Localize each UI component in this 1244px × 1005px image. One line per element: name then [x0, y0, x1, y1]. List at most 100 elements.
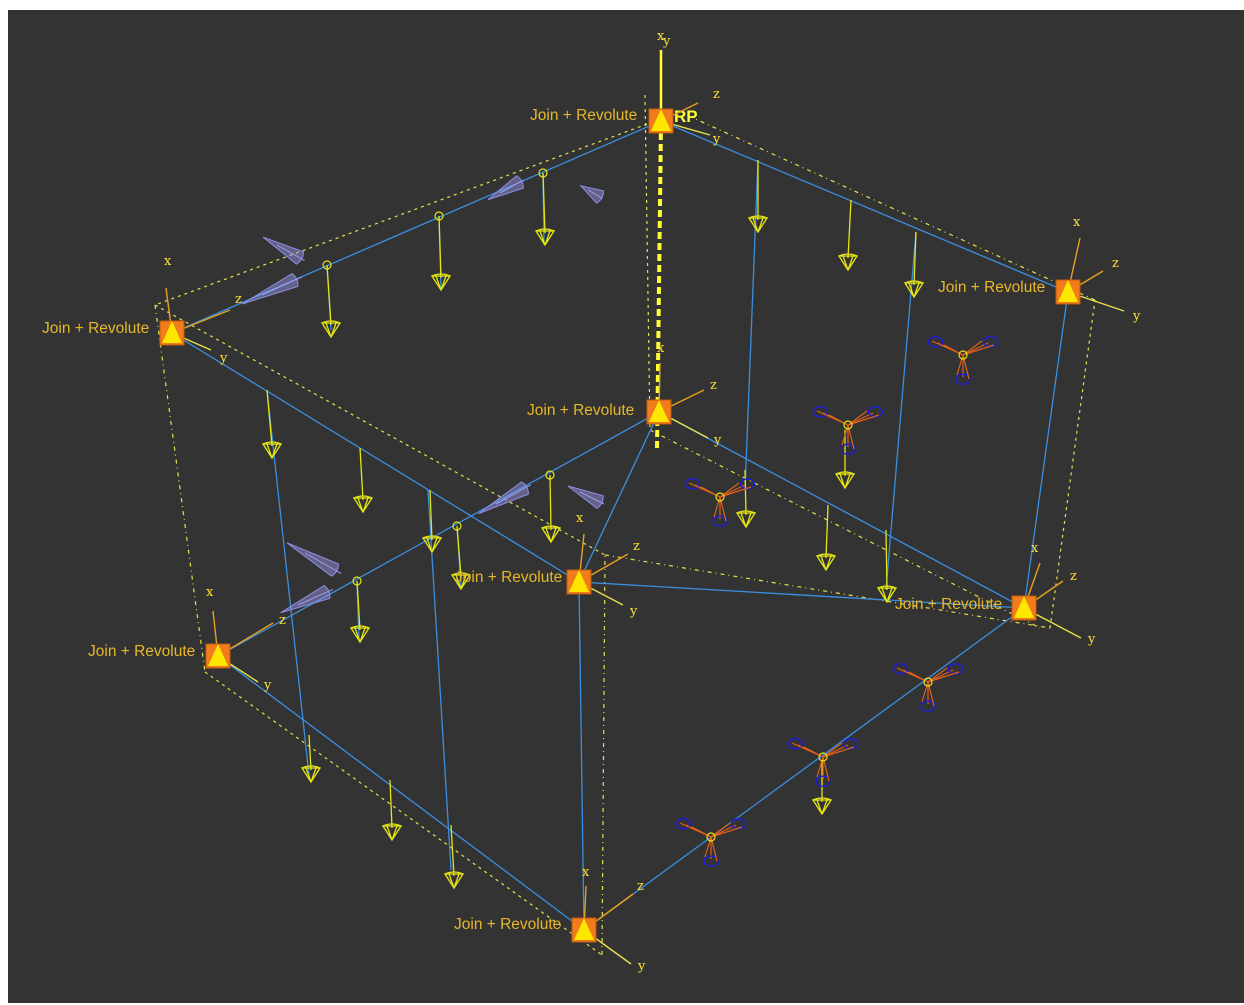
bc-center [715, 492, 725, 502]
triad-y-label: y [629, 604, 638, 619]
moment-arrow-cone [280, 585, 331, 614]
load-arrow [815, 504, 837, 572]
load-arrow-stem [744, 469, 747, 516]
bc-orange-cone [896, 667, 929, 683]
moment-arrow-cone [241, 273, 299, 305]
boundary-conditions [675, 336, 999, 867]
triad-z-label: z [235, 292, 242, 307]
load-arrow [352, 447, 374, 514]
moment-arrow [280, 585, 334, 614]
load-arrow-stem [438, 215, 442, 279]
load-arrow-stem [885, 529, 888, 591]
triad-y-label: y [1132, 309, 1141, 324]
connector-marker [648, 108, 674, 134]
connector-marker [205, 643, 231, 669]
bc-orange-line [962, 342, 989, 356]
triad-y-label: y [1087, 632, 1096, 647]
beam-line [217, 655, 585, 931]
load-arrow-cone [349, 625, 371, 644]
load-arrow [903, 231, 925, 299]
load-arrow-cone [815, 553, 837, 572]
moment-arrow [579, 184, 605, 204]
bc-blue-cone [892, 663, 909, 675]
triad-z-label: z [713, 87, 720, 102]
load-arrow-cone [421, 535, 443, 554]
boundary-condition-symbol [812, 406, 884, 455]
load-arrow [540, 474, 562, 544]
connector-triangle [1014, 596, 1034, 618]
connector-triad: x z y [576, 511, 640, 619]
load-arrow-cone [735, 510, 757, 529]
triad-x-label: x [657, 341, 665, 356]
load-arrow-stem [429, 489, 433, 541]
connector-labels: Join + Revolute Join + Revolute Join + Rev… [42, 107, 1045, 933]
bc-blue-cone [955, 373, 971, 385]
bc-blue-cone [787, 738, 804, 750]
load-arrow [534, 172, 556, 247]
beam-line [583, 607, 1025, 931]
connector-label: Join + Revolute [938, 279, 1045, 296]
connector-label: Join + Revolute [895, 596, 1002, 613]
triad-z-label: z [710, 378, 717, 393]
load-arrow [430, 215, 452, 292]
bc-orange-line [710, 824, 737, 838]
bc-orange-line [719, 484, 746, 498]
connector-triad: x z y [164, 254, 242, 366]
load-arrow-stem [913, 231, 917, 286]
frame-edge [679, 111, 1096, 301]
frame-edge [649, 429, 1041, 629]
boundary-condition-symbol [675, 818, 747, 867]
moment-arrow-shaft [297, 588, 334, 606]
bc-orange-line [927, 669, 954, 683]
boundary-condition-symbol [684, 478, 756, 527]
beam-line [660, 120, 1069, 293]
load-arrow-stem [308, 734, 312, 771]
load-arrow-stem [825, 504, 829, 559]
load-arrow-stem [549, 474, 552, 531]
frame-edge [601, 554, 606, 956]
connector-triangle [651, 109, 671, 131]
moment-arrow-cone [286, 542, 339, 577]
triad-z-label: z [1112, 256, 1119, 271]
connector-triads: x z y z y x z y x z y x z y x z y x z y x z y [164, 87, 1141, 974]
bc-orange-cone [931, 340, 964, 356]
rp-x-label: x [657, 29, 665, 44]
load-arrow-cone [430, 273, 452, 292]
beam-line [171, 332, 580, 583]
bc-blue-cone [920, 700, 936, 712]
load-arrow-cone [837, 253, 859, 272]
load-arrow-stem [847, 199, 852, 259]
moment-arrow [567, 485, 605, 509]
load-arrow-stem [389, 779, 393, 829]
frame-edge [644, 94, 651, 431]
moment-arrow-shaft [276, 244, 305, 262]
load-arrow-stem [542, 172, 546, 234]
frame-edge [204, 671, 603, 956]
load-arrow-stem [326, 264, 332, 326]
load-arrow-cone [450, 572, 472, 591]
load-arrow-cone [747, 215, 769, 234]
beam-line [427, 489, 452, 871]
load-arrow-cone [300, 765, 322, 784]
connector-triad: x z y [657, 341, 722, 448]
connector-triangle [162, 321, 182, 343]
triad-x-label: x [1031, 541, 1039, 556]
connector-label: Join + Revolute [455, 569, 562, 586]
boundary-condition-symbol [927, 336, 999, 385]
moment-arrow [487, 175, 525, 201]
rp-y-label: y [662, 34, 671, 49]
connector-label: Join + Revolute [530, 107, 637, 124]
connector-label: Join + Revolute [88, 643, 195, 660]
load-arrow [450, 525, 472, 591]
node-marker [452, 521, 462, 531]
node-marker [434, 211, 444, 221]
frame-dashed-outline [154, 94, 1096, 956]
moment-arrow-shaft [579, 491, 605, 505]
load-arrow [261, 389, 283, 460]
connector-triangle [569, 570, 589, 592]
bc-orange-cone [679, 822, 712, 838]
node-marker [538, 168, 548, 178]
boundary-condition-symbol [787, 738, 859, 787]
triad-y-label: y [219, 351, 228, 366]
